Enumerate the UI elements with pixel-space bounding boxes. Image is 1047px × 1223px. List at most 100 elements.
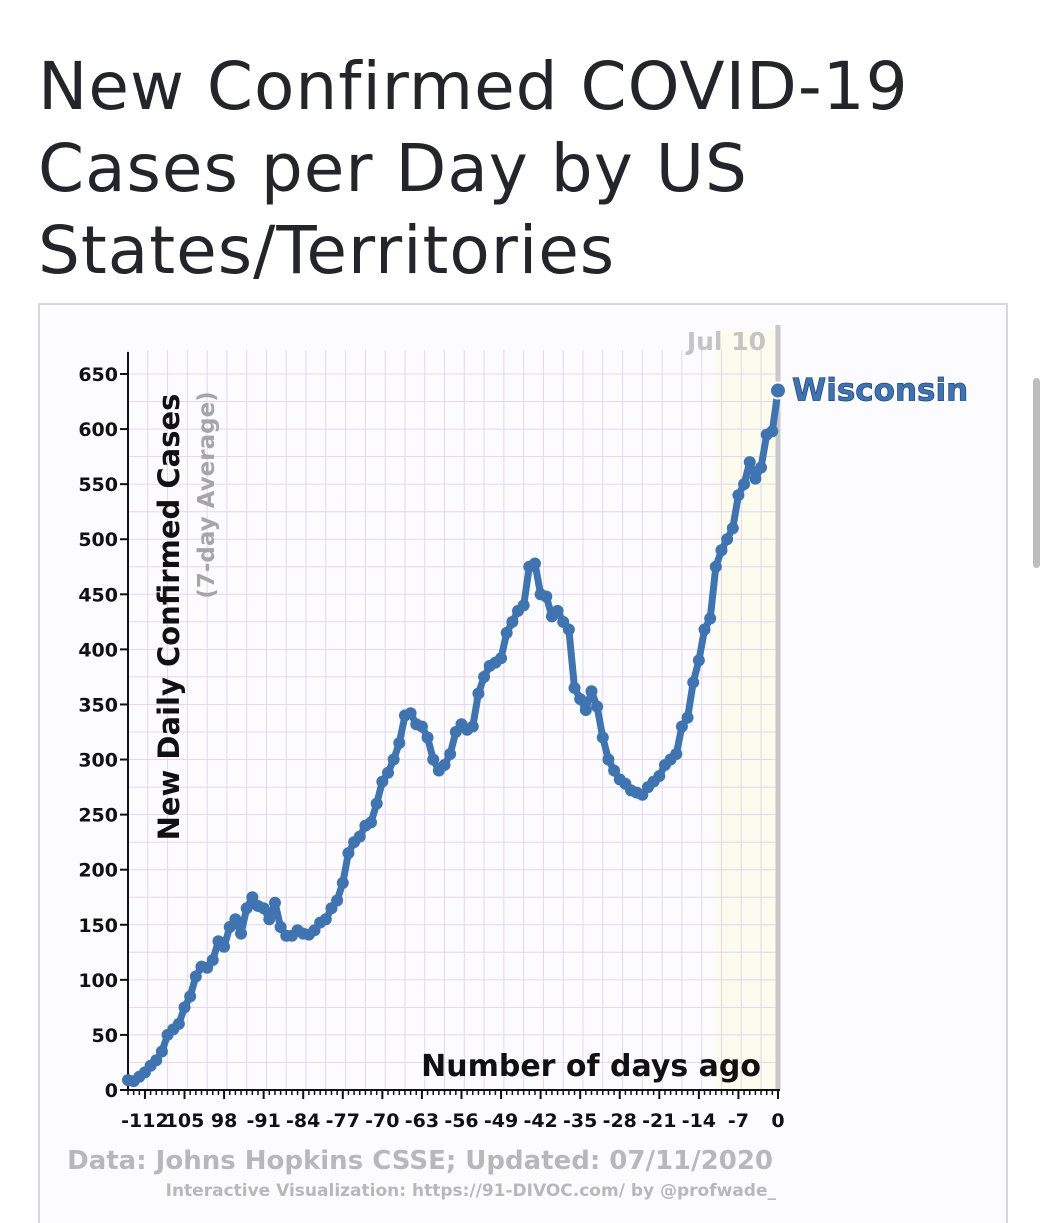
x-tick-label: -56 <box>444 1110 478 1132</box>
y-tick-label: 400 <box>78 639 118 661</box>
data-point <box>709 560 722 573</box>
data-point <box>189 970 202 983</box>
data-point <box>370 797 383 810</box>
x-tick-label: 0 <box>771 1110 784 1132</box>
data-point <box>738 478 751 491</box>
data-point <box>444 748 457 761</box>
y-tick-label: 200 <box>78 860 118 882</box>
data-point <box>421 731 434 744</box>
y-tick-label: 100 <box>78 970 118 992</box>
data-point <box>240 902 253 915</box>
scrollbar[interactable] <box>1033 378 1040 568</box>
data-point <box>670 748 683 761</box>
data-point <box>551 604 564 617</box>
data-point <box>692 654 705 667</box>
data-point <box>427 753 440 766</box>
data-point <box>257 902 270 915</box>
data-point <box>766 425 779 438</box>
x-tick-label: 105 <box>165 1110 205 1132</box>
x-tick-label: -112 <box>121 1110 169 1132</box>
data-point <box>591 700 604 713</box>
data-point <box>268 896 281 909</box>
data-point <box>150 1054 163 1067</box>
data-point <box>568 681 581 694</box>
credit-text[interactable]: Interactive Visualization: https://91-DI… <box>166 1181 777 1200</box>
data-point <box>246 891 259 904</box>
data-point <box>675 720 688 733</box>
x-tick-label: -35 <box>563 1110 597 1132</box>
data-point <box>319 913 332 926</box>
x-tick-label: -63 <box>405 1110 439 1132</box>
x-tick-label: -91 <box>246 1110 280 1132</box>
data-point <box>336 876 349 889</box>
data-point <box>517 599 530 612</box>
x-tick-label: -7 <box>728 1110 749 1132</box>
x-tick-label: -77 <box>326 1110 360 1132</box>
series-wisconsin[interactable] <box>122 381 787 1088</box>
data-point <box>602 753 615 766</box>
data-point <box>608 764 621 777</box>
data-point <box>715 544 728 557</box>
data-point <box>687 676 700 689</box>
data-point <box>331 894 344 907</box>
data-point <box>562 623 575 636</box>
data-point <box>178 1001 191 1014</box>
x-tick-label: -70 <box>365 1110 399 1132</box>
x-axis-label: Number of days ago <box>421 1049 761 1084</box>
x-tick-label: 98 <box>211 1110 237 1132</box>
data-point <box>726 522 739 535</box>
data-point <box>342 847 355 860</box>
y-tick-label: 250 <box>78 805 118 827</box>
x-tick-label: -14 <box>682 1110 716 1132</box>
data-point <box>769 381 787 400</box>
y-tick-label: 600 <box>78 419 118 441</box>
y-tick-label: 450 <box>78 584 118 606</box>
data-source-text: Data: Johns Hopkins CSSE; Updated: 07/11… <box>67 1146 773 1176</box>
data-point <box>495 652 508 665</box>
data-point <box>235 927 248 940</box>
data-point <box>365 816 378 829</box>
data-point <box>579 703 592 716</box>
data-point <box>698 623 711 636</box>
data-point <box>229 913 242 926</box>
data-point <box>172 1017 185 1030</box>
y-tick-labels: 0 50 100 150 200 250 300 350 400 450 500 550 600 650 <box>78 364 128 1102</box>
data-point <box>218 940 231 953</box>
y-tick-label: 50 <box>92 1025 118 1047</box>
y-tick-label: 550 <box>78 474 118 496</box>
data-point <box>472 687 485 700</box>
data-point <box>749 472 762 485</box>
series-label-wisconsin[interactable]: Wisconsin <box>792 372 969 409</box>
data-point <box>704 612 717 625</box>
data-point <box>540 590 553 603</box>
data-point <box>585 685 598 698</box>
data-point <box>438 759 451 772</box>
y-tick-label: 0 <box>105 1080 118 1102</box>
data-point <box>478 670 491 683</box>
data-point <box>184 990 197 1003</box>
data-point <box>574 692 587 705</box>
data-point <box>528 557 541 570</box>
y-axis-label: New Daily Confirmed Cases <box>152 394 186 841</box>
x-tick-label: -49 <box>484 1110 518 1132</box>
data-point <box>596 731 609 744</box>
recent-days-band <box>715 330 778 1090</box>
data-point <box>263 913 276 926</box>
data-point <box>506 615 519 628</box>
data-point <box>155 1045 168 1058</box>
data-point <box>721 533 734 546</box>
grid-lines <box>127 350 778 1091</box>
y-tick-label: 350 <box>78 694 118 716</box>
y-tick-label: 500 <box>78 529 118 551</box>
x-tick-label: -21 <box>642 1110 676 1132</box>
y-tick-label: 300 <box>78 750 118 772</box>
data-point <box>404 707 417 720</box>
y-tick-label: 150 <box>78 915 118 937</box>
data-point <box>743 456 756 469</box>
x-tick-label: -42 <box>523 1110 557 1132</box>
data-point <box>353 830 366 843</box>
data-point <box>415 720 428 733</box>
y-axis-sublabel: (7-day Average) <box>194 391 220 598</box>
